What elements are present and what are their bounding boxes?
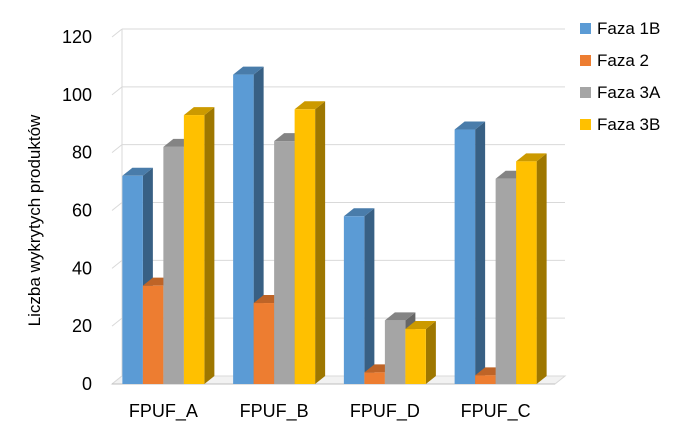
y-axis-title: Liczba wykrytych produktów — [25, 114, 44, 326]
bar-faza-1b-fpuf_c — [454, 121, 486, 385]
bar-front — [364, 372, 385, 384]
bar-side — [425, 321, 436, 384]
y-tick-labels: 0 20 40 60 80 100 120 — [62, 27, 92, 394]
y-tick-label: 120 — [62, 27, 92, 47]
bar-top — [343, 208, 375, 217]
bar-front — [294, 109, 316, 385]
bar-side — [536, 153, 547, 384]
bar-side — [364, 208, 375, 384]
legend-swatch — [580, 87, 591, 98]
x-tick-label: FPUF_B — [240, 401, 309, 422]
bar-front — [122, 175, 143, 384]
bar-front — [405, 329, 426, 384]
bar-front — [183, 115, 205, 384]
bar-front — [454, 129, 476, 384]
bar-faza-3b-fpuf_a — [183, 107, 215, 384]
y-tick-label: 100 — [62, 85, 92, 105]
bar-front — [343, 216, 365, 384]
bar-front — [495, 178, 517, 384]
x-tick-labels: FPUF_A FPUF_B FPUF_D FPUF_C — [129, 401, 531, 422]
legend-label: Faza 3A — [597, 83, 661, 102]
legend-item: Faza 3B — [580, 115, 660, 134]
y-tick-label: 60 — [72, 201, 92, 221]
y-tick-label: 20 — [72, 316, 92, 336]
legend-swatch — [580, 119, 591, 130]
y-tick-label: 80 — [72, 143, 92, 163]
bars — [122, 66, 547, 385]
bar-top — [233, 66, 264, 75]
bar-top — [122, 167, 153, 176]
legend-swatch — [580, 55, 591, 66]
gridline-side — [111, 317, 123, 327]
legend-item: Faza 3A — [580, 83, 661, 102]
bar-top — [405, 321, 436, 330]
x-tick-label: FPUF_A — [129, 401, 198, 422]
gridline-side — [111, 259, 123, 269]
bar-front — [142, 285, 164, 384]
bar-front — [163, 146, 184, 384]
bar-side — [315, 101, 326, 385]
bar-side — [475, 121, 486, 385]
bar-front — [516, 161, 537, 384]
bar-top — [183, 107, 215, 116]
y-tick-label: 40 — [72, 258, 92, 278]
x-tick-label: FPUF_D — [350, 401, 420, 422]
axes — [110, 29, 567, 385]
gridline-side — [111, 28, 123, 38]
gridline-side — [111, 144, 123, 154]
bar-side — [204, 107, 215, 384]
legend-item: Faza 2 — [580, 51, 649, 70]
gridline-side — [111, 202, 123, 211]
legend: Faza 1B Faza 2 Faza 3A Faza 3B — [580, 19, 661, 134]
legend-label: Faza 1B — [597, 19, 660, 38]
legend-item: Faza 1B — [580, 19, 660, 38]
bar-front — [253, 303, 275, 384]
legend-label: Faza 2 — [597, 51, 649, 70]
bar-faza-3b-fpuf_c — [516, 153, 547, 384]
y-tick-label: 0 — [82, 374, 92, 394]
bar-top — [384, 312, 416, 321]
legend-label: Faza 3B — [597, 115, 660, 134]
bar-faza-3b-fpuf_b — [294, 101, 326, 385]
bar-front — [384, 320, 406, 384]
x-tick-label: FPUF_C — [461, 401, 531, 422]
bar-top — [454, 121, 486, 130]
legend-swatch — [580, 23, 591, 34]
bar-front — [274, 141, 295, 384]
gridline-side — [111, 86, 123, 96]
bar-top — [516, 153, 547, 162]
bar-front — [233, 74, 254, 384]
bar-front — [475, 375, 496, 384]
bar-faza-1b-fpuf_d — [343, 208, 375, 384]
bar-faza-3b-fpuf_d — [405, 321, 436, 384]
bar-top — [294, 101, 326, 110]
